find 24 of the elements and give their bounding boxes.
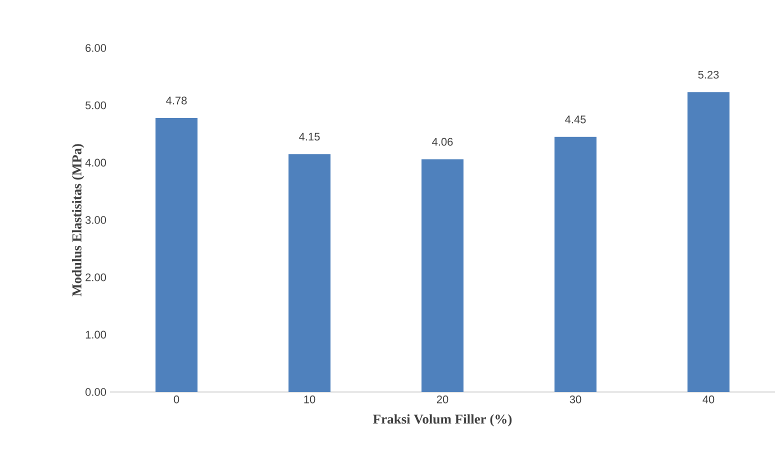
- x-tick-label: 20: [436, 396, 448, 404]
- bar: [156, 118, 198, 392]
- x-tick-label: 40: [702, 396, 714, 404]
- data-label: 5.23: [698, 70, 719, 79]
- data-label: 4.06: [432, 138, 453, 146]
- y-tick-label: 2.00: [86, 273, 106, 282]
- x-tick-label: 30: [570, 396, 582, 404]
- y-tick-label: 1.00: [86, 330, 106, 339]
- y-tick-label: 3.00: [85, 216, 106, 224]
- data-label: 4.78: [166, 96, 187, 104]
- y-axis-title: Modulus Elastisitas (MPa): [72, 144, 84, 296]
- data-label: 4.15: [299, 132, 320, 141]
- data-label: 4.45: [565, 116, 586, 124]
- bar: [688, 92, 730, 392]
- y-tick-label: 6.00: [86, 44, 106, 52]
- x-tick-label: 10: [304, 396, 316, 404]
- bar: [288, 154, 330, 392]
- y-tick-label: 5.00: [86, 101, 106, 110]
- y-tick-label: 0.00: [85, 388, 106, 396]
- y-tick-label: 4.00: [85, 158, 106, 167]
- x-axis-title: Fraksi Volum Filler (%): [373, 414, 512, 426]
- bar: [554, 136, 596, 392]
- x-tick-label: 0: [174, 396, 180, 404]
- bar: [422, 159, 464, 392]
